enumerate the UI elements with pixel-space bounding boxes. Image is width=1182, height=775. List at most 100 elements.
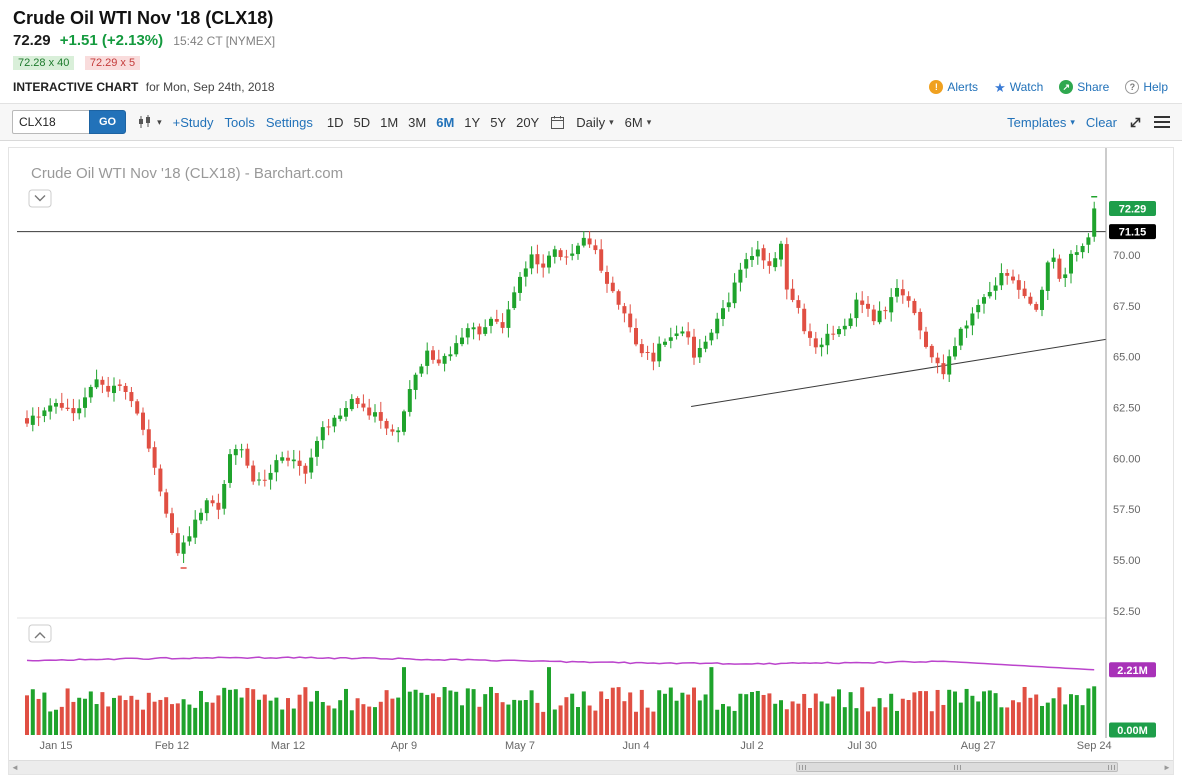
range-20y[interactable]: 20Y [516, 114, 540, 130]
candle [529, 246, 534, 275]
candle [268, 464, 273, 490]
candle [100, 376, 105, 394]
range-6m[interactable]: 6M [436, 114, 455, 130]
settings-button[interactable]: Settings [265, 114, 313, 130]
candle [599, 239, 604, 274]
templates-dropdown[interactable]: Templates ▾ [1007, 115, 1075, 130]
candle [187, 526, 192, 546]
candle [552, 245, 557, 264]
candle [889, 288, 894, 322]
candle [808, 323, 812, 347]
star-icon: ★ [994, 79, 1006, 95]
go-button[interactable]: GO [89, 110, 127, 134]
calendar-icon[interactable] [550, 115, 565, 130]
candle [883, 306, 888, 320]
collapse-main-pane-button[interactable] [28, 189, 52, 208]
candle [668, 327, 673, 349]
range-5d[interactable]: 5D [353, 114, 371, 130]
candle [170, 507, 174, 535]
scrollbar-right-handle[interactable] [1108, 765, 1115, 770]
help-link[interactable]: ? Help [1125, 80, 1168, 94]
candle [842, 318, 847, 336]
candle [1016, 274, 1021, 299]
candle [1074, 245, 1079, 262]
candle [88, 384, 93, 403]
candle [924, 326, 928, 349]
candle [1034, 301, 1039, 312]
svg-text:Sep 24: Sep 24 [1077, 740, 1112, 752]
svg-text:May 7: May 7 [505, 740, 535, 752]
study-button[interactable]: +Study [172, 114, 214, 130]
candle [30, 407, 35, 432]
range-1d[interactable]: 1D [326, 114, 344, 130]
clear-button[interactable]: Clear [1085, 114, 1117, 130]
candle [129, 386, 134, 408]
candle [361, 394, 366, 412]
candle [286, 450, 290, 467]
candle [750, 247, 754, 268]
expand-icon[interactable] [1128, 115, 1143, 130]
candle [465, 323, 470, 345]
candle [396, 427, 401, 443]
range-5y[interactable]: 5Y [490, 114, 507, 130]
interactive-chart-caption: INTERACTIVE CHART for Mon, Sep 24th, 201… [13, 78, 275, 96]
svg-text:71.15: 71.15 [1119, 227, 1147, 239]
scroll-left-arrow[interactable]: ◄ [11, 763, 19, 772]
collapse-volume-pane-button[interactable] [28, 624, 52, 643]
candlestick-icon [139, 115, 151, 128]
svg-text:Jul 2: Jul 2 [740, 740, 763, 752]
open-interest-badge: 2.21M [1109, 662, 1156, 678]
candle [303, 463, 308, 484]
period-dropdown[interactable]: 6M ▾ [625, 115, 652, 130]
chart-type-dropdown[interactable]: ▾ [137, 115, 162, 129]
candle [721, 300, 725, 327]
candle [1045, 260, 1050, 300]
share-link[interactable]: ↗ Share [1059, 80, 1109, 94]
candle [1028, 292, 1033, 306]
candle [454, 335, 459, 357]
candle [448, 346, 453, 361]
chart-toolbar: GO ▾ +Study Tools Settings 1D 5D 1M 3M 6… [0, 103, 1182, 141]
scrollbar-thumb[interactable] [796, 762, 1118, 772]
bid-ask-line: 72.28 x 40 72.29 x 5 [13, 53, 1168, 71]
candle [541, 254, 546, 278]
watch-link[interactable]: ★ Watch [994, 80, 1043, 94]
scrollbar-left-handle[interactable] [799, 765, 806, 770]
symbol-search-group: GO [12, 110, 127, 134]
frequency-dropdown[interactable]: Daily ▾ [576, 115, 613, 130]
candle [947, 349, 952, 383]
candle [431, 346, 435, 364]
candle [315, 436, 319, 466]
svg-text:Jun 4: Jun 4 [623, 740, 650, 752]
candle [576, 242, 580, 260]
scroll-right-arrow[interactable]: ► [1163, 763, 1171, 772]
candle [1057, 254, 1062, 282]
candle [407, 380, 412, 417]
price-chart[interactable]: Crude Oil WTI Nov '18 (CLX18) - Barchart… [9, 148, 1173, 760]
candle [860, 291, 865, 314]
range-1y[interactable]: 1Y [464, 114, 481, 130]
candle [123, 382, 128, 400]
candle [262, 469, 267, 487]
candle [164, 488, 169, 518]
symbol-input[interactable] [12, 110, 90, 134]
candle [628, 304, 633, 333]
chevron-down-icon: ▾ [646, 116, 652, 127]
last-price: 72.29 [13, 32, 51, 49]
candle [837, 326, 841, 338]
menu-icon[interactable] [1154, 115, 1170, 129]
alerts-label: Alerts [947, 80, 979, 94]
candle [1086, 233, 1091, 254]
range-1m[interactable]: 1M [380, 114, 399, 130]
alerts-link[interactable]: ! Alerts [929, 80, 978, 94]
range-3m[interactable]: 3M [408, 114, 427, 130]
candle [338, 408, 343, 422]
svg-text:0.00M: 0.00M [1117, 725, 1148, 737]
candle [384, 418, 389, 435]
candle [518, 272, 522, 301]
candle [436, 349, 441, 366]
candle [738, 262, 743, 292]
tools-button[interactable]: Tools [224, 114, 255, 130]
candle [135, 399, 140, 416]
volume-bars [25, 667, 1097, 735]
